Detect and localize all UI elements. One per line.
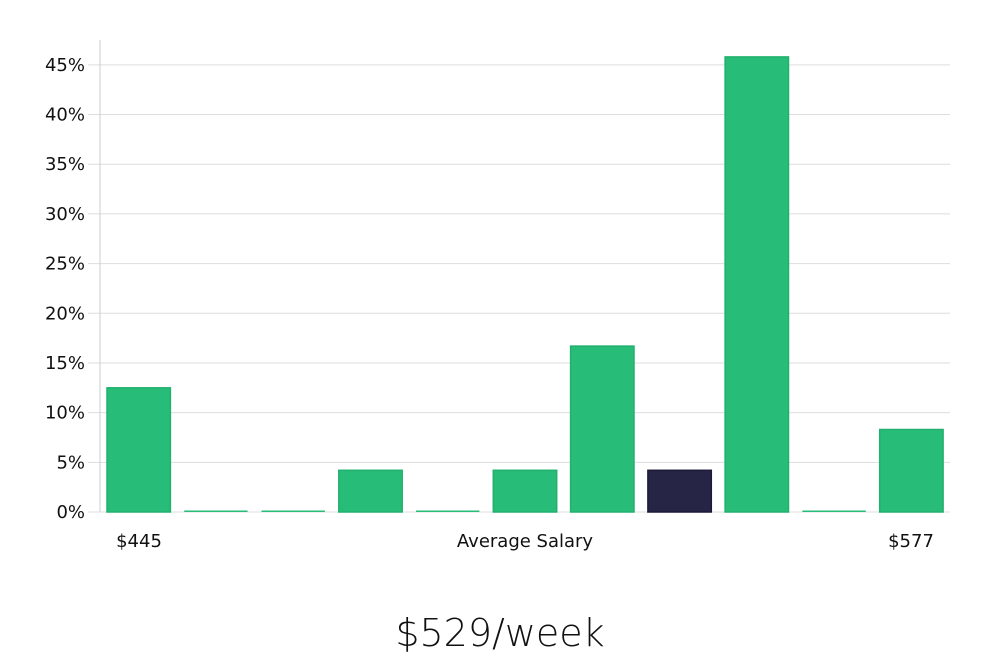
y-tick-label: 0% [56,502,85,523]
bar [338,469,403,513]
y-tick-label: 30% [45,204,85,225]
y-tick-label: 35% [45,154,85,175]
bar [569,345,635,513]
average-salary-value: $529/week [395,611,605,655]
grid-lines [88,64,950,513]
y-tick-label: 15% [45,353,85,374]
x-label-center: Average Salary [457,531,594,552]
bar [802,510,866,512]
y-axis-ticks: 0% 5% 10% 15% 20% 25% 30% 35% 40% 45% [45,55,85,523]
y-tick-label: 40% [45,105,85,126]
bar [492,469,558,513]
bar-highlight [647,469,713,513]
y-tick-label: 5% [56,452,85,473]
bars [106,56,944,513]
bar [261,510,325,512]
bar [416,510,480,512]
salary-histogram-chart: 0% 5% 10% 15% 20% 25% 30% 35% 40% 45% $445 Averag… [45,40,950,552]
y-tick-label: 25% [45,254,85,275]
y-tick-label: 10% [45,403,85,424]
bar [878,428,944,513]
y-tick-label: 45% [45,55,85,76]
y-tick-label: 20% [45,303,85,324]
x-label-max: $577 [888,531,934,552]
x-label-min: $445 [116,531,162,552]
bar [724,56,790,513]
bar [184,510,248,512]
bar [106,387,172,513]
